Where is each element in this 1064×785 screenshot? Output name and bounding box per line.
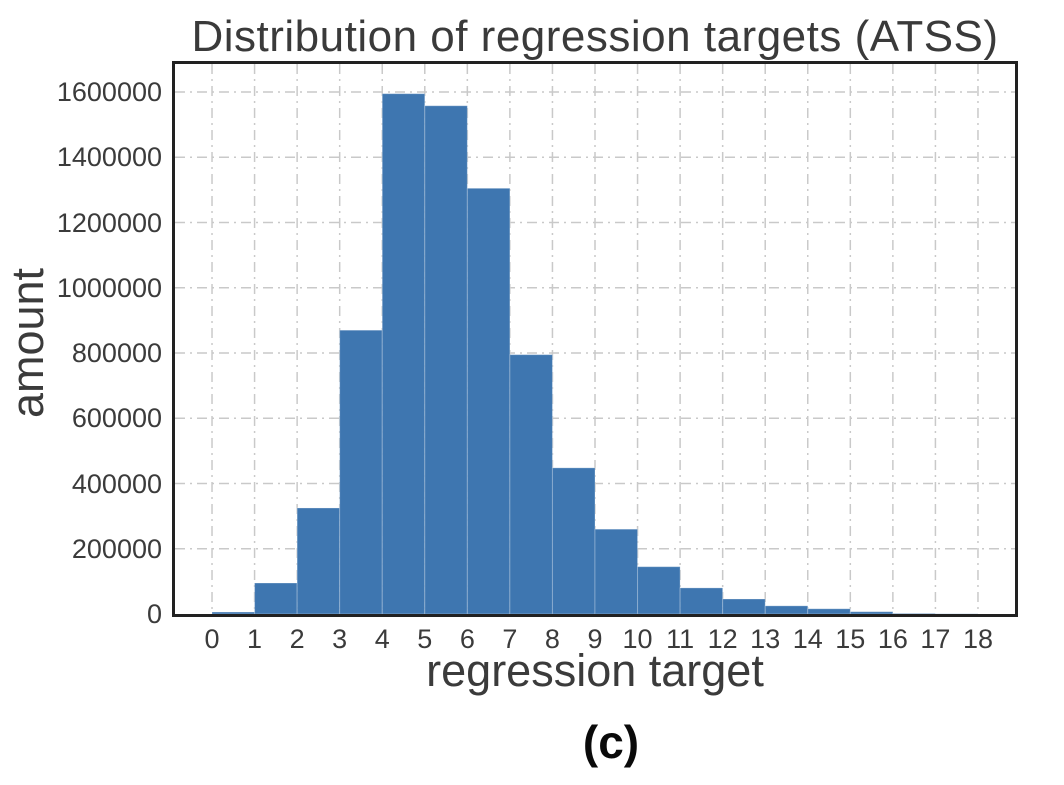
x-tick-label-2: 2 — [289, 624, 305, 654]
y-tick-label-200000: 200000 — [71, 533, 162, 564]
x-tick-label-3: 3 — [332, 624, 348, 654]
histogram-bar-1 — [254, 582, 298, 614]
x-tick-label-16: 16 — [877, 624, 908, 654]
x-tick-label-6: 6 — [459, 624, 475, 654]
histogram-bar-11 — [679, 587, 724, 614]
y-tick-label-600000: 600000 — [71, 403, 162, 434]
histogram-svg — [175, 64, 1015, 614]
x-tick-label-17: 17 — [920, 624, 951, 654]
histogram-bar-2 — [296, 507, 341, 614]
chart-title: Distribution of regression targets (ATSS… — [191, 12, 999, 61]
y-tick-label-800000: 800000 — [71, 338, 162, 369]
x-tick-label-12: 12 — [707, 624, 738, 654]
y-tick-label-1600000: 1600000 — [56, 77, 162, 108]
x-axis-label: regression target — [426, 645, 764, 696]
x-tick-label-5: 5 — [417, 624, 433, 654]
y-tick-label-0: 0 — [146, 599, 162, 629]
y-tick-label-400000: 400000 — [71, 468, 162, 499]
plot-area — [172, 61, 1018, 617]
y-tick-label-1400000: 1400000 — [56, 142, 162, 173]
x-tick-label-11: 11 — [666, 624, 695, 654]
histogram-bar-3 — [339, 329, 383, 614]
x-tick-label-15: 15 — [835, 624, 866, 654]
histogram-bar-13 — [764, 605, 809, 614]
y-tick-label-1200000: 1200000 — [56, 207, 162, 238]
histogram-bar-4 — [381, 93, 426, 614]
x-tick-label-7: 7 — [502, 624, 518, 654]
x-tick-label-4: 4 — [374, 624, 390, 654]
histogram-bar-6 — [466, 187, 511, 614]
x-tick-label-0: 0 — [204, 624, 220, 654]
histogram-bar-8 — [551, 467, 596, 614]
figure-caption: (c) — [582, 716, 640, 768]
x-tick-label-8: 8 — [544, 624, 560, 654]
x-tick-label-9: 9 — [587, 624, 603, 654]
x-tick-label-18: 18 — [962, 624, 993, 654]
histogram-bar-7 — [509, 354, 553, 614]
histogram-bar-0 — [211, 611, 256, 614]
x-tick-label-13: 13 — [750, 624, 781, 654]
histogram-bar-15 — [849, 611, 894, 614]
y-tick-label-1000000: 1000000 — [56, 272, 162, 303]
x-tick-label-10: 10 — [622, 624, 653, 654]
x-tick-label-1: 1 — [247, 624, 263, 654]
histogram-bar-12 — [722, 598, 766, 614]
histogram-bar-14 — [807, 608, 851, 614]
histogram-bar-5 — [424, 105, 468, 614]
x-tick-label-14: 14 — [792, 624, 823, 654]
histogram-bar-10 — [637, 566, 681, 614]
histogram-bar-9 — [594, 528, 639, 614]
